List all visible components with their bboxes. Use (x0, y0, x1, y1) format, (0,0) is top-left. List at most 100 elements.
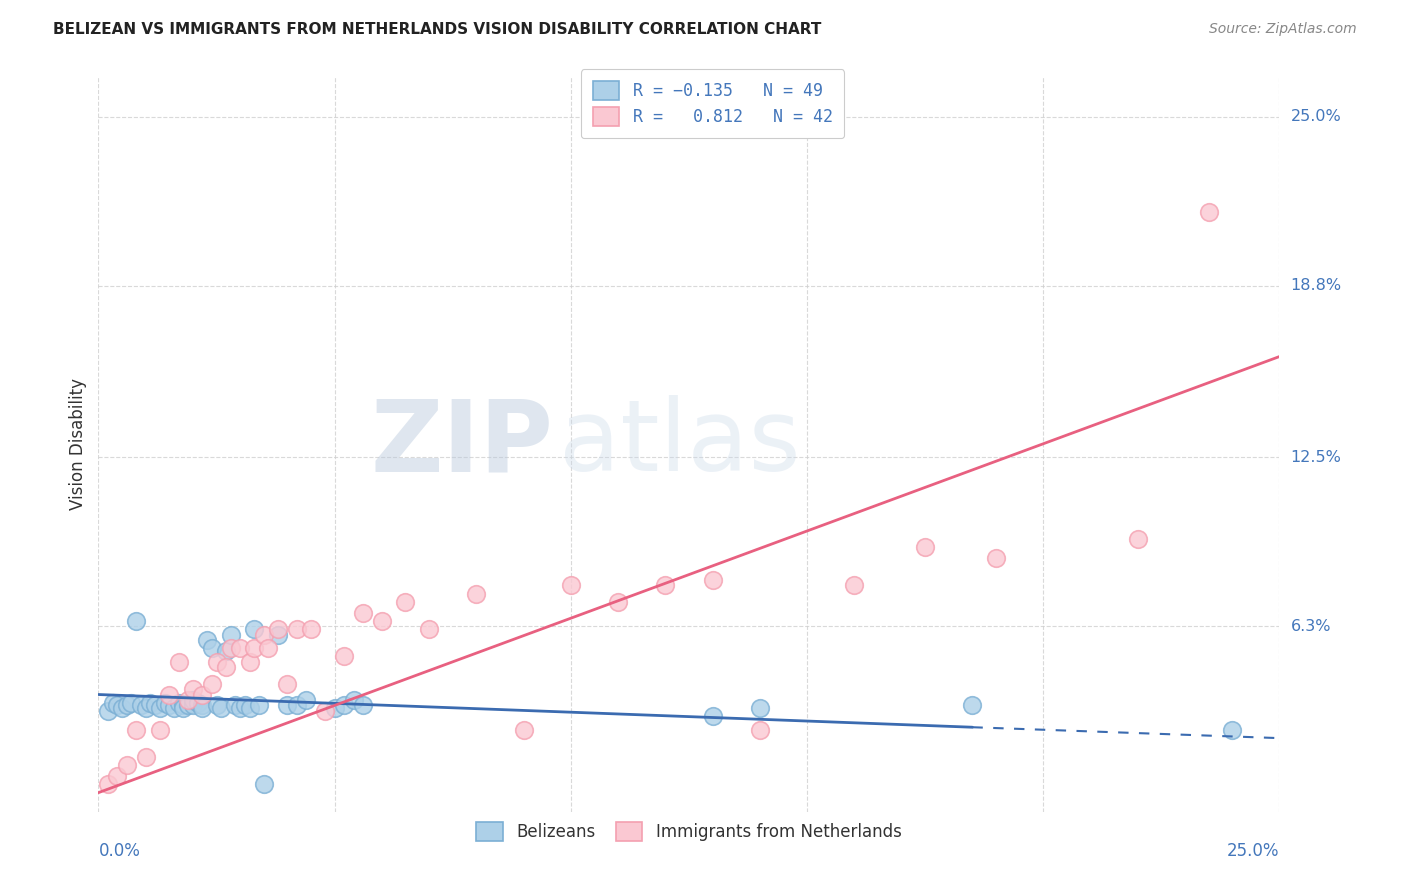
Point (215, 644, 238, 658)
Point (115, 758, 138, 772)
Point (139, 696, 162, 710)
Point (243, 622, 266, 636)
Point (914, 541, 936, 555)
Point (352, 698, 374, 713)
Point (333, 698, 356, 713)
Point (172, 701, 194, 715)
Point (276, 676, 298, 690)
Point (135, 701, 157, 715)
Text: 18.8%: 18.8% (1291, 278, 1341, 293)
Text: ZIP: ZIP (370, 395, 553, 492)
Point (125, 723, 148, 737)
Point (299, 622, 322, 636)
Text: Source: ZipAtlas.com: Source: ZipAtlas.com (1209, 22, 1357, 37)
Point (607, 595, 630, 609)
Legend: Belizeans, Immigrants from Netherlands: Belizeans, Immigrants from Netherlands (470, 815, 908, 847)
Point (125, 614, 148, 628)
Point (105, 698, 128, 713)
Point (181, 681, 204, 696)
Point (233, 698, 256, 713)
Y-axis label: Vision Disability: Vision Disability (69, 378, 87, 509)
Point (748, 723, 770, 737)
Point (1126, 532, 1149, 546)
Point (129, 698, 152, 713)
Point (295, 693, 318, 707)
Point (560, 578, 582, 592)
Point (512, 723, 534, 737)
Point (984, 551, 1007, 566)
Text: 12.5%: 12.5% (1291, 450, 1341, 465)
Point (153, 696, 176, 710)
Point (97, 777, 120, 791)
Point (224, 698, 246, 713)
Point (187, 696, 209, 710)
Point (205, 655, 228, 669)
Point (285, 698, 308, 713)
Point (209, 701, 232, 715)
Point (177, 693, 200, 707)
Point (243, 641, 266, 656)
Point (191, 701, 214, 715)
Point (253, 627, 276, 641)
Text: atlas: atlas (560, 395, 800, 492)
Point (371, 614, 394, 628)
Point (115, 698, 138, 713)
Point (219, 641, 242, 656)
Point (352, 606, 374, 620)
Point (1198, 205, 1220, 219)
Point (191, 688, 214, 702)
Point (229, 641, 252, 656)
Point (167, 696, 190, 710)
Text: 25.0%: 25.0% (1227, 842, 1279, 860)
Point (215, 660, 238, 674)
Point (163, 701, 186, 715)
Point (177, 698, 200, 713)
Point (101, 696, 124, 710)
Point (105, 769, 128, 783)
Text: 0.0%: 0.0% (98, 842, 141, 860)
Point (191, 698, 214, 713)
Point (247, 698, 270, 713)
Point (201, 676, 224, 690)
Point (1220, 723, 1243, 737)
Point (97, 704, 120, 718)
Point (143, 698, 166, 713)
Point (276, 698, 298, 713)
Point (135, 750, 157, 764)
Point (149, 701, 172, 715)
Point (314, 704, 336, 718)
Point (654, 578, 676, 592)
Point (157, 688, 180, 702)
Point (239, 655, 262, 669)
Point (394, 595, 416, 609)
Point (418, 622, 440, 636)
Point (229, 701, 252, 715)
Point (111, 701, 134, 715)
Point (121, 696, 143, 710)
Point (342, 693, 364, 707)
Text: 25.0%: 25.0% (1291, 109, 1341, 124)
Point (748, 701, 770, 715)
Point (181, 698, 204, 713)
Point (195, 633, 218, 648)
Point (333, 649, 356, 664)
Point (844, 578, 866, 592)
Point (267, 622, 290, 636)
Point (201, 641, 224, 656)
Point (205, 698, 228, 713)
Point (181, 693, 204, 707)
Point (239, 701, 262, 715)
Point (702, 709, 724, 723)
Text: BELIZEAN VS IMMIGRANTS FROM NETHERLANDS VISION DISABILITY CORRELATION CHART: BELIZEAN VS IMMIGRANTS FROM NETHERLANDS … (53, 22, 821, 37)
Point (167, 655, 190, 669)
Point (219, 627, 242, 641)
Point (172, 698, 194, 713)
Point (285, 622, 308, 636)
Point (149, 723, 172, 737)
Point (962, 698, 984, 713)
Point (702, 573, 724, 587)
Point (253, 777, 276, 791)
Point (157, 698, 180, 713)
Point (257, 641, 280, 656)
Point (323, 701, 346, 715)
